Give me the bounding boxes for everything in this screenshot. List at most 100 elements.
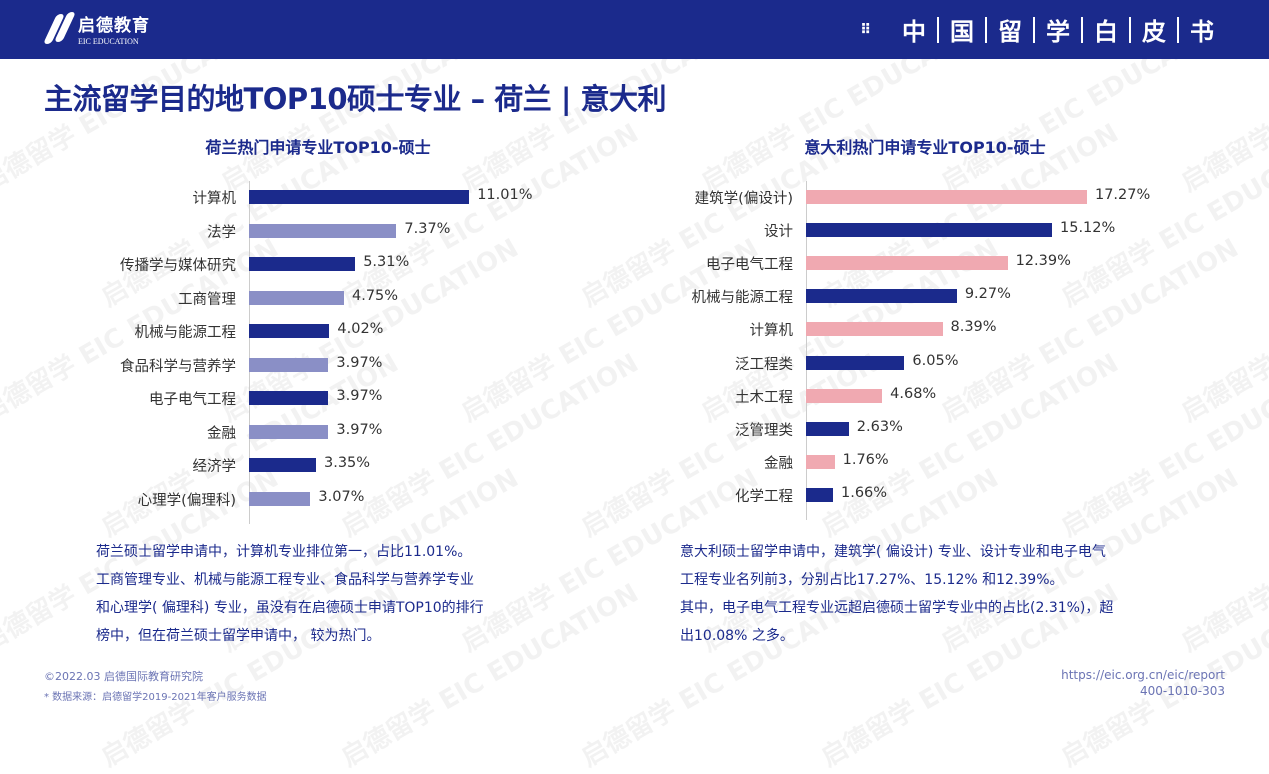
value-label: 15.12%: [1060, 220, 1116, 237]
bar: [249, 290, 344, 305]
bar: [806, 190, 1087, 204]
category-label: 土木工程: [735, 389, 793, 406]
category-label: 法学: [207, 224, 236, 241]
value-label: 4.75%: [352, 287, 399, 304]
text-line: 其中，电子电气工程专业远超启德硕士留学专业中的占比(2.31%)，超: [680, 600, 1114, 616]
category-label: 食品科学与营养学: [120, 358, 236, 375]
value-label: 11.01%: [477, 187, 533, 203]
category-label: 经济学: [192, 459, 237, 475]
value-label: 9.27%: [964, 286, 1011, 303]
phone: 400-1010-303: [1139, 684, 1225, 698]
chart-title-netherlands: 荷兰热门申请专业TOP10-硕士: [205, 138, 431, 157]
value-label: 4.02%: [337, 321, 384, 337]
bar: [806, 388, 883, 403]
bar: [249, 324, 330, 338]
page-title: 主流留学目的地TOP10硕士专业 – 荷兰 | 意大利: [44, 82, 667, 116]
bar: [806, 256, 1008, 271]
value-label: 5.31%: [363, 254, 410, 270]
bar: [249, 257, 356, 271]
value-label: 1.66%: [841, 484, 888, 501]
category-label: 建筑学(偏设计): [694, 191, 793, 207]
value-label: 3.97%: [336, 354, 383, 371]
watermark: 启德留学 EIC EDUCATION: [816, 348, 1124, 544]
title-char: 皮: [1142, 18, 1166, 46]
text-line: 出10.08% 之多。: [680, 628, 794, 644]
title-char: 留: [998, 18, 1022, 46]
category-label: 设计: [764, 224, 793, 241]
watermark: 启德留学 EIC EDUCATION: [1176, 463, 1269, 659]
bar: [249, 223, 397, 238]
value-label: 4.68%: [890, 385, 937, 402]
text-line: 和心理学( 偏理科) 专业，虽没有在启德硕士申请TOP10的排行: [96, 600, 484, 616]
value-label: 3.97%: [336, 421, 383, 438]
copyright: ©2022.03 启德国际教育研究院: [44, 670, 203, 683]
italy-summary: 意大利硕士留学申请中，建筑学( 偏设计) 专业、设计专业和电子电气 工程专业名列…: [680, 538, 1113, 650]
watermark: 启德留学 EIC EDUCATION: [1056, 348, 1269, 544]
value-label: 7.37%: [404, 220, 451, 237]
watermark: 启德留学 EIC EDUCATION: [1176, 233, 1269, 429]
divider: [985, 16, 987, 43]
value-label: 3.97%: [336, 388, 383, 404]
category-label: 泛工程类: [735, 356, 793, 373]
text-line: 工程专业名列前3，分别占比17.27%、15.12% 和12.39%。: [680, 572, 1064, 588]
divider: [1033, 16, 1035, 43]
value-label: 8.39%: [950, 319, 997, 336]
value-label: 6.05%: [912, 352, 959, 369]
logo-en: EIC EDUCATION: [78, 36, 139, 46]
value-label: 17.27%: [1094, 187, 1151, 203]
divider: [937, 16, 939, 43]
divider: [1177, 16, 1179, 43]
category-label: 电子电气工程: [706, 257, 793, 274]
bar: [806, 322, 943, 337]
category-label: 电子电气工程: [149, 392, 236, 408]
value-label: 12.39%: [1015, 253, 1071, 270]
dots-icon: ⠿: [860, 21, 871, 38]
bar: [806, 454, 835, 469]
title-char: 中: [902, 18, 926, 46]
bar: [806, 223, 1052, 238]
report-link[interactable]: https://eic.org.cn/eic/report: [1061, 668, 1225, 682]
logo-icon: [43, 10, 76, 46]
bar: [249, 424, 329, 439]
category-label: 计算机: [192, 191, 237, 207]
bar: [806, 487, 833, 502]
category-label: 计算机: [749, 323, 794, 340]
value-label: 1.76%: [842, 451, 889, 468]
text-line: 意大利硕士留学申请中，建筑学( 偏设计) 专业、设计专业和电子电气: [680, 544, 1106, 560]
title-char: 书: [1190, 18, 1214, 46]
text-line: 榜中，但在荷兰硕士留学申请中， 较为热门。: [96, 628, 381, 644]
divider: [1081, 16, 1083, 43]
chart-title-italy: 意大利热门申请专业TOP10-硕士: [804, 138, 1046, 157]
divider: [1129, 16, 1131, 43]
white-paper-title: ⠿ 中国留学白皮书: [860, 12, 1225, 47]
text-line: 荷兰硕士留学申请中，计算机专业排位第一，占比11.01%。: [96, 544, 472, 560]
bar: [249, 357, 329, 372]
title-char: 白: [1094, 18, 1118, 46]
bar: [249, 391, 329, 405]
title-char: 国: [950, 18, 974, 46]
title-char: 学: [1046, 18, 1070, 46]
value-label: 2.63%: [856, 418, 903, 435]
bar: [249, 190, 470, 204]
category-label: 机械与能源工程: [691, 290, 794, 307]
bar: [806, 355, 905, 370]
header-bar: 启德教育 EIC EDUCATION ⠿ 中国留学白皮书: [0, 0, 1269, 59]
category-label: 金融: [764, 455, 793, 472]
category-label: 机械与能源工程: [134, 325, 237, 341]
text-line: 工商管理专业、机械与能源工程专业、食品科学与营养学专业: [96, 572, 474, 588]
chart-axis: [249, 181, 250, 524]
category-label: 传播学与媒体研究: [120, 258, 236, 274]
eic-logo[interactable]: 启德教育 EIC EDUCATION: [43, 10, 150, 46]
chart-axis: [806, 181, 807, 520]
category-label: 化学工程: [735, 488, 793, 505]
data-source: * 数据来源：启德留学2019-2021年客户服务数据: [44, 692, 267, 703]
category-label: 工商管理: [178, 291, 236, 308]
logo-cn: 启德教育: [78, 15, 150, 36]
bar: [806, 289, 957, 304]
bar: [249, 458, 316, 472]
bar: [249, 491, 311, 506]
category-label: 泛管理类: [735, 422, 793, 439]
category-label: 金融: [207, 425, 236, 442]
bar: [806, 421, 849, 436]
category-label: 心理学(偏理科): [137, 492, 236, 509]
